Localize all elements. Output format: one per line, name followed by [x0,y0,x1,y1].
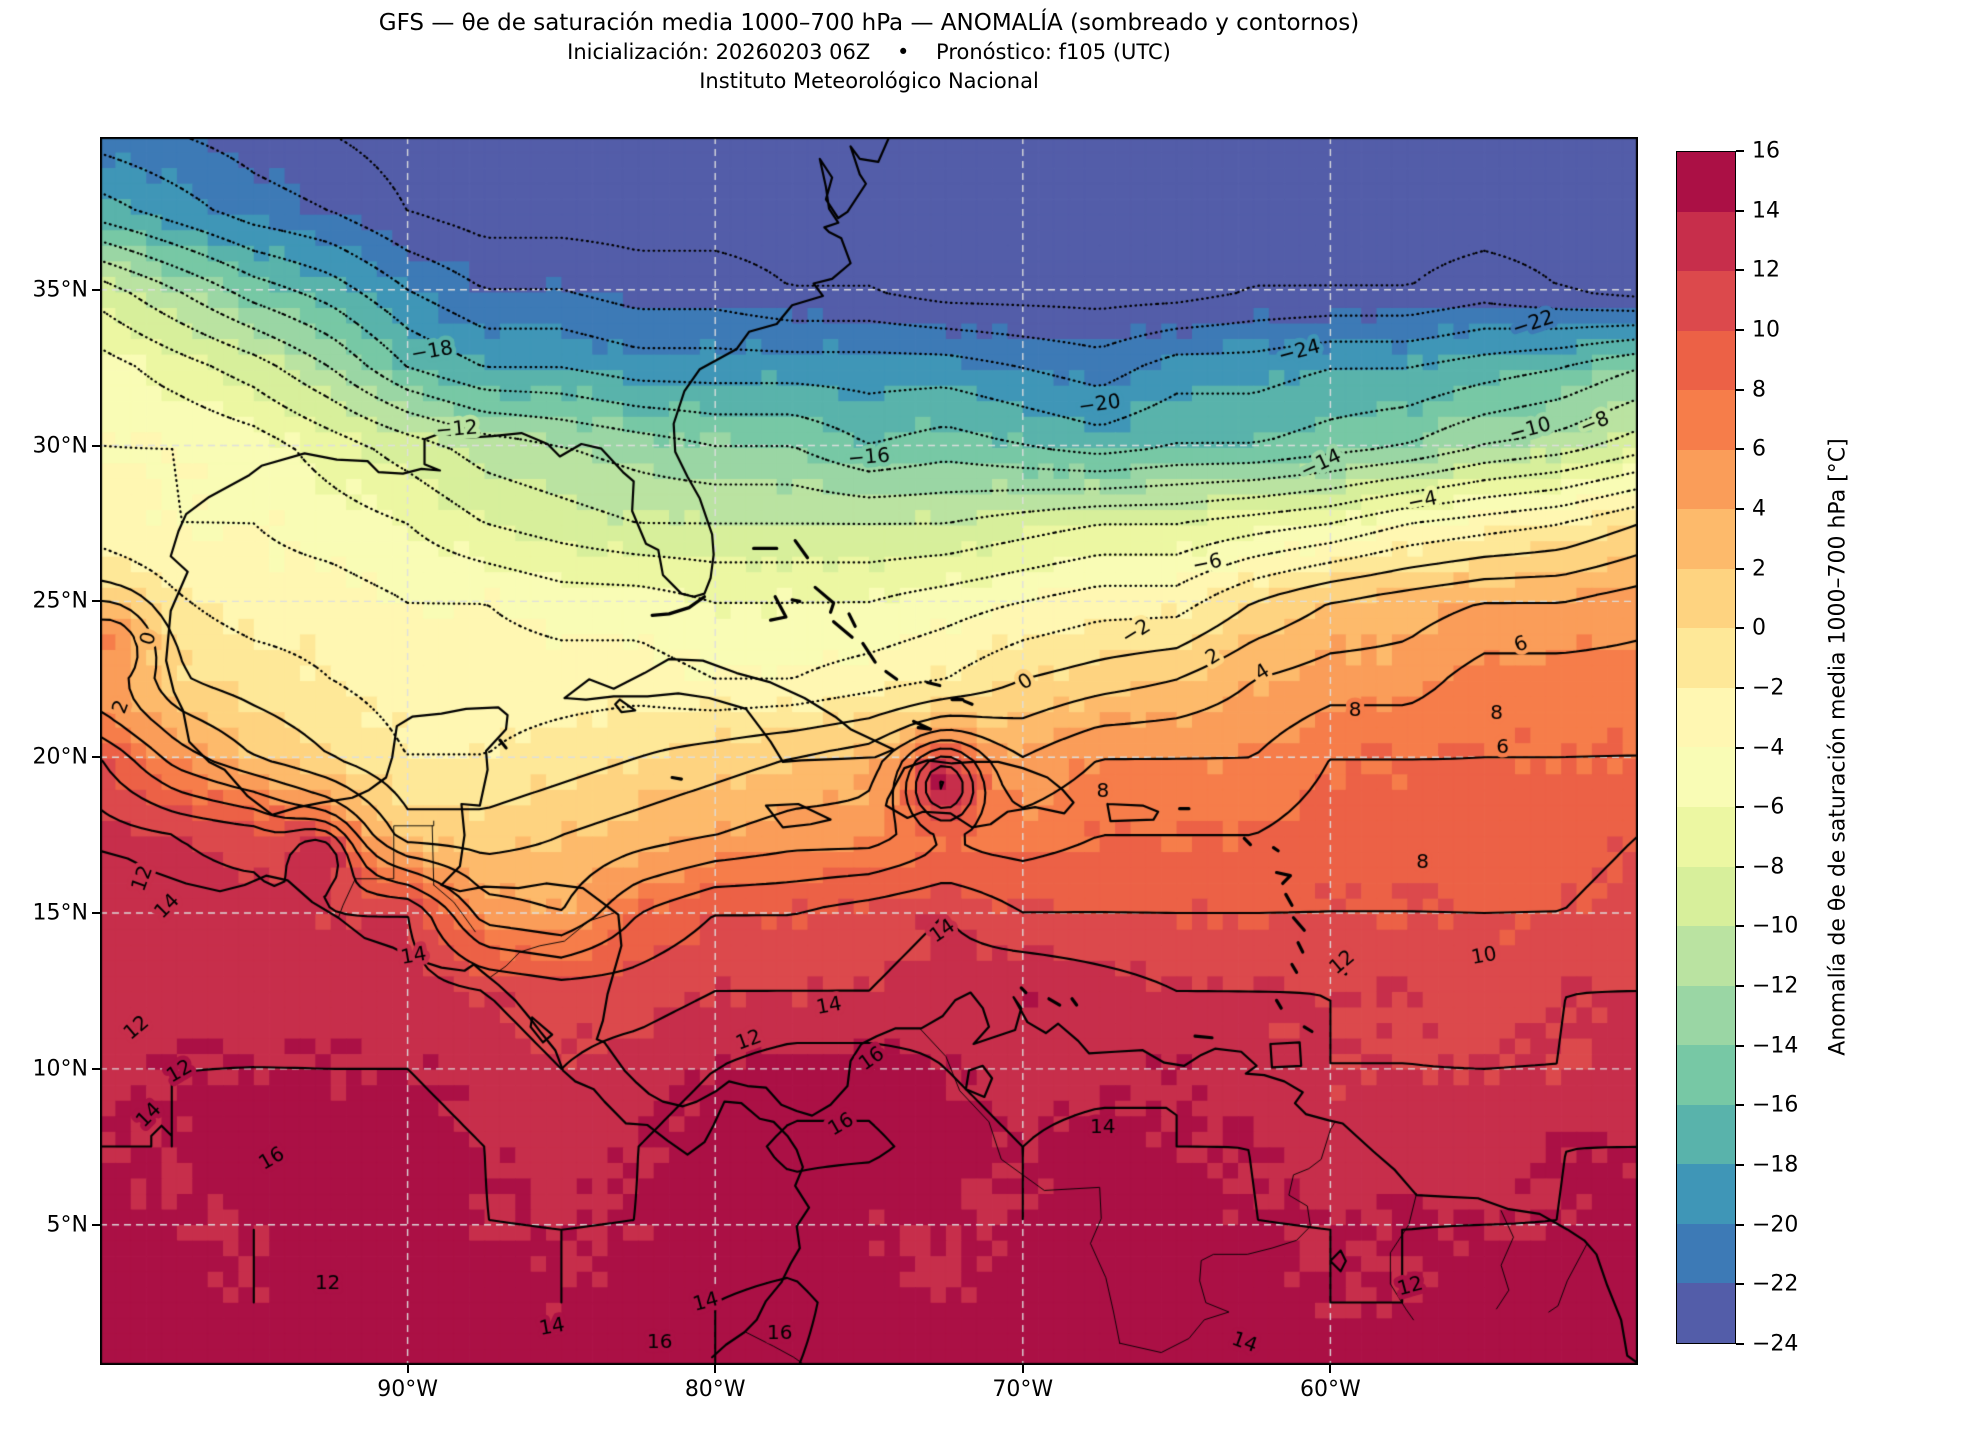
colorbar-segment [1677,390,1735,450]
colorbar-segment [1677,687,1735,748]
colorbar-tick-label: −12 [1752,973,1799,999]
colorbar [1676,151,1736,1344]
colorbar-tick-mark [1736,328,1744,331]
colorbar-segment [1677,1045,1735,1105]
colorbar-tick-label: −18 [1752,1152,1799,1178]
colorbar-segment [1677,330,1735,391]
colorbar-tick-label: −14 [1752,1033,1799,1059]
colorbar-segment [1677,1283,1735,1343]
colorbar-segment [1677,152,1735,212]
chart-subtitle-init-forecast: Inicialización: 20260203 06Z • Pronóstic… [567,40,1171,64]
lat-tick-label: 25°N [32,588,88,614]
colorbar-tick-label: −8 [1752,854,1785,880]
colorbar-tick-label: 0 [1752,615,1766,641]
colorbar-tick-label: 8 [1752,377,1766,403]
colorbar-segment [1677,1104,1735,1165]
lat-tick-label: 10°N [32,1056,88,1082]
colorbar-tick-mark [1736,1164,1744,1167]
colorbar-tick-label: 12 [1752,257,1780,283]
colorbar-tick-mark [1736,388,1744,391]
colorbar-tick-label: 16 [1752,138,1780,164]
lat-tick-mark [92,1223,100,1226]
lon-tick-label: 80°W [684,1377,746,1402]
colorbar-tick-label: −2 [1752,675,1785,701]
colorbar-tick-mark [1736,1283,1744,1286]
colorbar-tick-mark [1736,985,1744,988]
lon-tick-mark [1329,1365,1332,1373]
colorbar-tick-label: 4 [1752,496,1766,522]
colorbar-segment [1677,271,1735,331]
lat-tick-mark [92,600,100,603]
colorbar-tick-label: −16 [1752,1092,1799,1118]
lon-tick-label: 70°W [992,1377,1054,1402]
lat-tick-label: 5°N [46,1212,88,1238]
colorbar-tick-mark [1736,150,1744,152]
colorbar-segment [1677,985,1735,1046]
colorbar-tick-label: −20 [1752,1212,1799,1238]
lat-tick-mark [92,288,100,291]
lon-tick-mark [1021,1365,1024,1373]
colorbar-tick-label: −6 [1752,794,1785,820]
colorbar-tick-mark [1736,1343,1744,1345]
chart-institution: Instituto Meteorológico Nacional [699,69,1039,93]
colorbar-tick-label: −4 [1752,735,1785,760]
map-canvas [100,137,1638,1365]
colorbar-tick-mark [1736,925,1744,928]
colorbar-tick-label: 6 [1752,436,1766,462]
colorbar-tick-mark [1736,1104,1744,1107]
lat-tick-mark [92,1067,100,1070]
colorbar-label: Anomalía de θe de saturación media 1000–… [1825,438,1851,1056]
colorbar-segment [1677,211,1735,272]
colorbar-tick-label: 10 [1752,317,1780,343]
colorbar-segment [1677,628,1735,688]
colorbar-segment [1677,1223,1735,1284]
colorbar-tick-label: −22 [1752,1271,1799,1297]
lat-tick-mark [92,444,100,447]
title-block: GFS — θe de saturación media 1000–700 hP… [100,8,1638,95]
colorbar-segment [1677,568,1735,629]
colorbar-tick-label: 2 [1752,556,1766,582]
colorbar-tick-mark [1736,567,1744,570]
colorbar-segment [1677,509,1735,569]
colorbar-tick-mark [1736,448,1744,451]
lon-tick-mark [406,1365,409,1373]
lon-tick-label: 60°W [1300,1377,1361,1402]
lon-tick-label: 90°W [377,1377,438,1402]
colorbar-tick-mark [1736,865,1744,868]
colorbar-tick-mark [1736,1044,1744,1047]
colorbar-tick-mark [1736,686,1744,689]
colorbar-tick-mark [1736,209,1744,212]
colorbar-segment [1677,747,1735,808]
colorbar-segment [1677,449,1735,510]
lon-tick-mark [714,1365,717,1373]
lat-tick-label: 35°N [32,277,88,303]
colorbar-tick-label: 14 [1752,198,1780,224]
colorbar-tick-label: −10 [1752,913,1799,939]
colorbar-segment [1677,1164,1735,1224]
colorbar-segment [1677,866,1735,927]
colorbar-tick-mark [1736,1223,1744,1226]
chart-title: GFS — θe de saturación media 1000–700 hP… [378,10,1360,36]
colorbar-tick-mark [1736,746,1744,749]
colorbar-segment [1677,807,1735,867]
colorbar-tick-label: −24 [1752,1331,1799,1357]
colorbar-tick-mark [1736,269,1744,272]
colorbar-tick-mark [1736,806,1744,809]
colorbar-tick-mark [1736,507,1744,510]
lat-tick-label: 20°N [32,744,88,770]
lat-tick-label: 15°N [32,900,88,926]
colorbar-segment [1677,926,1735,986]
lat-tick-mark [92,912,100,915]
lat-tick-label: 30°N [32,433,88,459]
lat-tick-mark [92,756,100,759]
colorbar-tick-mark [1736,627,1744,630]
